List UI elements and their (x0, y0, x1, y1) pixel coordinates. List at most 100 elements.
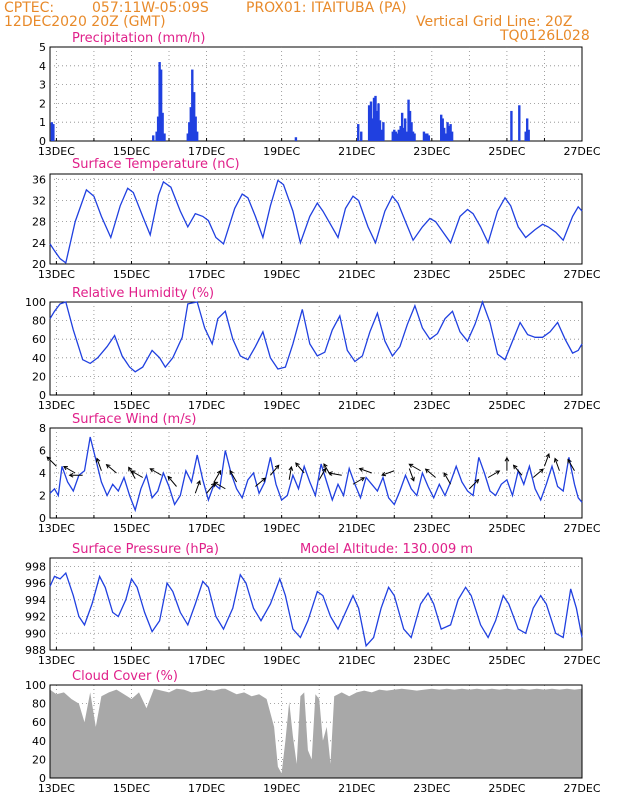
wind-arrow-shaft (469, 479, 479, 490)
wind-arrow-shaft (270, 464, 280, 476)
temp-panel: 20 24 28 32 36 13DEC 15DEC 17DEC 19DEC 21DEC 23DEC… (32, 173, 601, 281)
wind-arrow-head (105, 463, 111, 469)
temp-ytick-label: 32 (32, 194, 46, 207)
precip-bar (426, 133, 429, 141)
wind-xtick-label: 23DEC (413, 522, 450, 535)
temp-xtick-label: 19DEC (263, 268, 300, 281)
wind-arrow (408, 463, 421, 472)
precip-ytick-label: 5 (39, 41, 46, 54)
rh-xtick-label: 23DEC (413, 399, 450, 412)
rh-ytick-label: 20 (32, 370, 46, 383)
wind-arrow-shaft (532, 468, 544, 478)
press-ytick-label: 990 (25, 627, 46, 640)
wind-arrow-head (95, 457, 101, 463)
precip-bar (449, 124, 452, 141)
precip-ytick-label: 2 (39, 97, 46, 110)
press-xtick-label: 23DEC (413, 654, 450, 667)
rh-xtick-label: 25DEC (488, 399, 525, 412)
cloud-xtick-label: 21DEC (338, 782, 375, 795)
press-xtick-label: 25DEC (488, 654, 525, 667)
wind-arrow-shaft (408, 468, 415, 481)
precip-xtick-label: 13DEC (38, 145, 75, 158)
wind-arrow (46, 456, 57, 467)
wind-arrow-shaft (288, 466, 292, 480)
wind-arrow-head (149, 468, 155, 473)
precip-bar (152, 135, 155, 141)
rh-ytick-label: 100 (25, 296, 46, 309)
wind-arrow-head (539, 468, 544, 474)
temp-ytick-label: 20 (32, 258, 46, 271)
wind-arrow-head (408, 463, 414, 468)
rh-xtick-label: 15DEC (113, 399, 150, 412)
wind-xtick-label: 13DEC (38, 522, 75, 535)
rh-xtick-label: 19DEC (263, 399, 300, 412)
wind-arrow (105, 463, 117, 474)
header-date: 12DEC2020 20Z (GMT) (4, 14, 166, 30)
wind-arrow (149, 468, 162, 476)
temp-ytick-label: 24 (32, 237, 46, 250)
wind-arrow-head (213, 481, 219, 486)
rh-title: Relative Humidity (%) (72, 286, 214, 301)
press-line (49, 571, 583, 648)
wind-arrow (487, 470, 501, 478)
header-station: PROX01: ITAITUBA (PA) (246, 0, 407, 16)
wind-arrow (504, 456, 510, 471)
cloud-ytick-label: 20 (32, 753, 46, 766)
cloud-xtick-label: 23DEC (413, 782, 450, 795)
wind-xtick-label: 21DEC (338, 522, 375, 535)
precip-bar (360, 131, 363, 141)
precip-bar (155, 131, 158, 141)
press-title: Surface Pressure (hPa) (72, 542, 219, 557)
wind-arrow-head (274, 464, 280, 470)
precip-bar (374, 95, 377, 141)
precip-bar (50, 122, 54, 141)
precip-bar (391, 131, 394, 141)
wind-arrow-shaft (213, 481, 226, 490)
precip-bar (375, 110, 379, 141)
wind-arrow (130, 470, 143, 478)
wind-ytick-label: 4 (39, 467, 46, 480)
wind-arrow (327, 471, 342, 476)
wind-xtick-label: 15DEC (113, 522, 150, 535)
cloud-xtick-label: 17DEC (188, 782, 225, 795)
wind-arrow (318, 467, 327, 480)
wind-ytick-label: 2 (39, 490, 46, 503)
wind-ytick-label: 6 (39, 445, 46, 458)
wind-arrow (270, 464, 280, 476)
rh-xtick-label: 21DEC (338, 399, 375, 412)
wind-arrow (512, 464, 523, 476)
precip-bar (440, 114, 443, 141)
precip-bar (413, 133, 416, 141)
precip-ytick-label: 1 (39, 116, 46, 129)
precip-bar (427, 135, 431, 141)
header-grid-note: Vertical Grid Line: 20Z (416, 14, 572, 30)
wind-arrow-head (504, 456, 510, 462)
precip-bar (194, 116, 197, 141)
precip-bar (189, 107, 192, 141)
precip-bar (188, 122, 191, 141)
precip-bar (372, 97, 376, 141)
press-xtick-label: 13DEC (38, 654, 75, 667)
precip-bar (402, 127, 405, 141)
header-source: CPTEC: (4, 0, 54, 16)
rh-xtick-label: 13DEC (38, 399, 75, 412)
wind-arrow (381, 470, 395, 477)
wind-xtick-label: 27DEC (563, 522, 600, 535)
precip-bar (369, 101, 373, 141)
precip-bar (441, 118, 444, 141)
precip-bar (378, 120, 382, 141)
precip-ytick-label: 3 (39, 79, 46, 92)
press-ytick-label: 992 (25, 611, 46, 624)
wind-arrow (213, 469, 222, 483)
wind-arrow-shaft (543, 453, 550, 467)
wind-arrow-shaft (167, 476, 177, 487)
wind-arrow-shaft (255, 477, 266, 487)
wind-xtick-label: 17DEC (188, 522, 225, 535)
wind-arrow-head (567, 458, 572, 464)
wind-panel: 0 2 4 6 8 13DEC 15DEC 17DEC 19DEC 21DEC 23DEC 25DEC… (38, 422, 601, 535)
precip-bar (191, 69, 194, 141)
precip-bar (411, 131, 415, 141)
temp-xtick-label: 17DEC (188, 268, 225, 281)
precip-bar (527, 129, 530, 141)
